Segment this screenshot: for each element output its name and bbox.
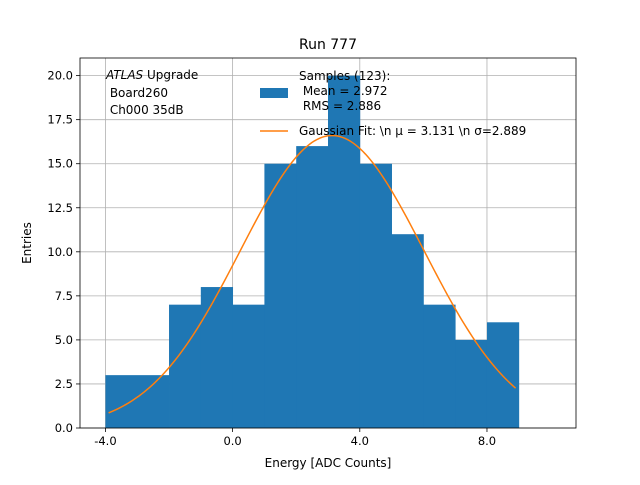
legend-samples-line: Samples (123): — [299, 69, 390, 83]
annotation-line-1: ATLAS Upgrade — [105, 68, 198, 82]
histogram-bar — [455, 339, 488, 428]
x-tick-label: 0.0 — [223, 434, 241, 448]
plot-frame — [79, 57, 577, 429]
y-axis-label: Entries — [20, 222, 34, 264]
x-tick-label: 4.0 — [351, 434, 369, 448]
legend: Samples (123): Mean = 2.972 RMS = 2.886 … — [260, 69, 526, 138]
histogram-bar — [423, 304, 456, 428]
legend-swatch-samples — [260, 88, 288, 98]
histogram-bar — [296, 146, 329, 428]
x-tick-label: -4.0 — [94, 434, 116, 448]
annotation-upgrade: Upgrade — [143, 68, 198, 82]
y-tick-label: 2.5 — [55, 377, 73, 391]
histogram-bar — [105, 375, 170, 428]
y-tick-label: 0.0 — [55, 421, 73, 435]
y-tick-label: 7.5 — [55, 289, 73, 303]
legend-samples-line: Mean = 2.972 — [299, 84, 388, 98]
histogram-bars — [105, 75, 520, 428]
histogram-bar — [391, 234, 424, 428]
histogram-bar — [232, 304, 265, 428]
legend-label-samples: Samples (123): Mean = 2.972 RMS = 2.886 — [299, 69, 390, 113]
legend-samples-line: RMS = 2.886 — [299, 99, 381, 113]
annotation-line-2: Board260 — [106, 86, 168, 100]
gaussian-fit-line — [108, 134, 517, 414]
y-tick-label: 12.5 — [47, 201, 73, 215]
fit-curve-group — [108, 134, 517, 414]
annotation-line-3: Ch000 35dB — [106, 103, 184, 117]
histogram-bar — [328, 75, 361, 428]
y-tick-label: 15.0 — [47, 157, 73, 171]
y-tick-label: 5.0 — [55, 333, 73, 347]
annotation-atlas: ATLAS — [105, 68, 144, 82]
histogram-bar — [200, 287, 234, 428]
legend-label-fit: Gaussian Fit: \n μ = 3.131 \n σ=2.889 — [299, 124, 526, 138]
x-axis-label: Energy [ADC Counts] — [265, 456, 392, 470]
y-tick-label: 10.0 — [47, 245, 73, 259]
histogram-bar — [359, 163, 392, 428]
chart-title: Run 777 — [299, 37, 357, 53]
y-tick-label: 20.0 — [47, 69, 73, 83]
annotation-block: ATLAS Upgrade Board260 Ch000 35dB — [105, 68, 198, 117]
histogram-bar — [169, 304, 202, 428]
axes: -4.0 0.0 4.0 8.0 0.0 2.5 5.0 7.5 10.0 12.5 15.0 17.… — [47, 57, 577, 448]
x-tick-label: 8.0 — [478, 434, 496, 448]
y-tick-label: 17.5 — [47, 113, 73, 127]
histogram-bar — [264, 163, 297, 428]
